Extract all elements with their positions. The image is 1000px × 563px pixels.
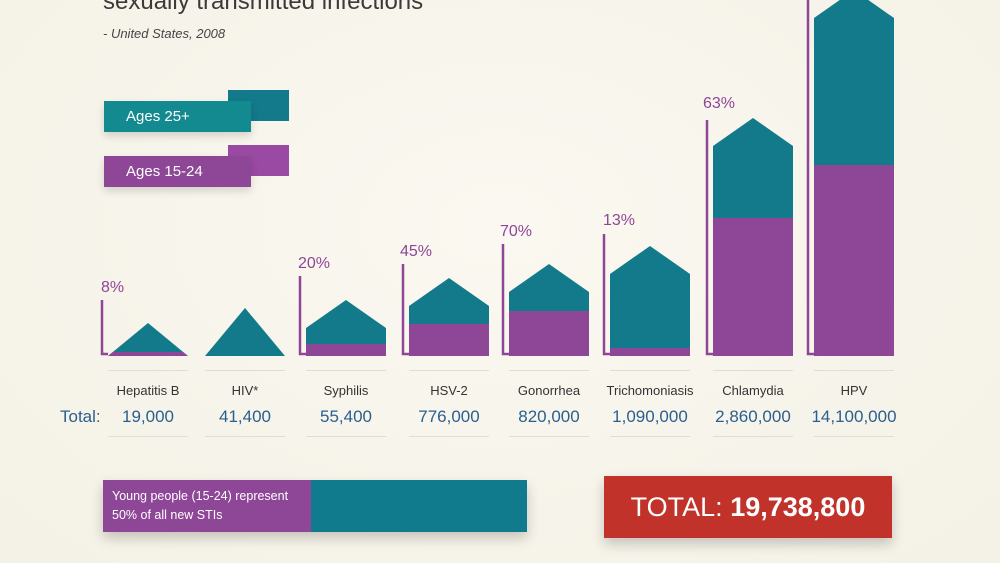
house-ages-15-24-gonorrhea bbox=[509, 311, 589, 356]
category-label-syphilis: Syphilis bbox=[323, 383, 369, 398]
divider bbox=[409, 436, 489, 437]
divider bbox=[306, 370, 386, 371]
category-label-hpv: HPV bbox=[840, 383, 868, 398]
divider bbox=[108, 436, 188, 437]
percent-bracket-hsv-2 bbox=[401, 264, 409, 356]
divider bbox=[205, 436, 285, 437]
chart-subtitle: - United States, 2008 bbox=[103, 26, 226, 41]
percent-bracket-syphilis bbox=[298, 276, 306, 356]
divider bbox=[509, 370, 589, 371]
house-ages-15-24-chlamydia bbox=[713, 218, 793, 356]
grand-total-value: 19,738,800 bbox=[730, 492, 866, 522]
percent-label-gonorrhea: 70% bbox=[500, 223, 533, 240]
divider bbox=[108, 370, 188, 371]
total-value-hiv: 41,400 bbox=[219, 407, 271, 426]
young-people-text: Young people (15-24) represent 50% of al… bbox=[112, 489, 289, 522]
percent-bracket-trichomoniasis bbox=[602, 234, 610, 356]
percent-bracket-hepatitis-b bbox=[100, 300, 108, 356]
total-value-chlamydia: 2,860,000 bbox=[715, 407, 791, 426]
house-ages-25-plus-syphilis bbox=[306, 300, 386, 356]
total-value-gonorrhea: 820,000 bbox=[518, 407, 580, 426]
legend-item-ages-25-plus: Ages 25+ bbox=[104, 101, 251, 132]
chart-title: sexually transmitted infections bbox=[103, 0, 424, 15]
house-ages-15-24-hpv bbox=[814, 165, 894, 356]
percent-bracket-gonorrhea bbox=[501, 244, 509, 356]
percent-label-syphilis: 20% bbox=[298, 255, 331, 272]
total-value-hsv-2: 776,000 bbox=[418, 407, 480, 426]
total-value-hepatitis-b: 19,000 bbox=[122, 407, 174, 426]
category-label-hepatitis-b: Hepatitis B bbox=[116, 383, 180, 398]
category-label-chlamydia: Chlamydia bbox=[722, 383, 784, 398]
divider bbox=[409, 370, 489, 371]
divider bbox=[713, 436, 793, 437]
percent-label-chlamydia: 63% bbox=[703, 95, 736, 112]
young-people-share-fill bbox=[103, 480, 311, 532]
divider bbox=[205, 370, 285, 371]
grand-total-box: TOTAL: 19,738,800 bbox=[604, 476, 892, 538]
grand-total-label: TOTAL: bbox=[630, 492, 723, 522]
totals-label: Total: bbox=[60, 407, 101, 426]
house-ages-25-plus-trichomoniasis bbox=[610, 246, 690, 356]
young-people-bar: Young people (15-24) represent 50% of al… bbox=[103, 480, 527, 532]
percent-bracket-chlamydia bbox=[705, 120, 713, 356]
divider bbox=[610, 436, 690, 437]
category-label-gonorrhea: Gonorrhea bbox=[517, 383, 581, 398]
divider bbox=[713, 370, 793, 371]
percent-label-hepatitis-b: 8% bbox=[101, 279, 125, 296]
category-label-trichomoniasis: Trichomoniasis bbox=[606, 383, 694, 398]
total-value-trichomoniasis: 1,090,000 bbox=[612, 407, 688, 426]
house-chart bbox=[100, 0, 894, 356]
house-ages-15-24-syphilis bbox=[306, 344, 386, 356]
house-ages-15-24-hepatitis-b bbox=[108, 352, 188, 356]
category-label-hsv-2: HSV-2 bbox=[430, 383, 468, 398]
house-ages-25-plus-hiv bbox=[205, 308, 285, 356]
house-ages-15-24-hsv-2 bbox=[409, 324, 489, 356]
percent-label-trichomoniasis: 13% bbox=[603, 212, 636, 229]
percent-bracket-hpv bbox=[806, 0, 814, 356]
divider bbox=[610, 370, 690, 371]
total-value-syphilis: 55,400 bbox=[320, 407, 372, 426]
divider bbox=[306, 436, 386, 437]
divider bbox=[509, 436, 589, 437]
divider bbox=[814, 370, 894, 371]
legend-item-ages-15-24: Ages 15-24 bbox=[104, 156, 251, 187]
house-ages-25-plus-hepatitis-b bbox=[108, 323, 188, 356]
house-ages-15-24-trichomoniasis bbox=[610, 348, 690, 356]
category-label-hiv: HIV* bbox=[231, 383, 259, 398]
percent-label-hsv-2: 45% bbox=[400, 243, 433, 260]
total-value-hpv: 14,100,000 bbox=[811, 407, 897, 426]
divider bbox=[814, 436, 894, 437]
